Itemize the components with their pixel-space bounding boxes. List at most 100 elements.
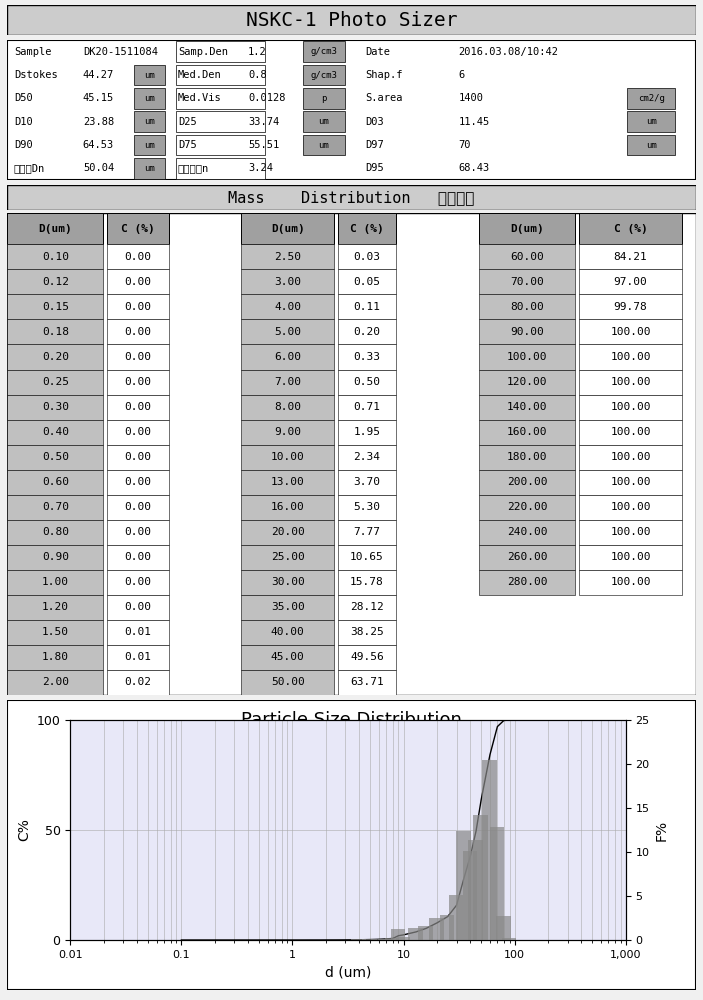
Text: 25.00: 25.00 (271, 552, 304, 562)
FancyBboxPatch shape (134, 111, 165, 132)
FancyBboxPatch shape (337, 470, 396, 495)
FancyBboxPatch shape (107, 620, 169, 645)
Text: 180.00: 180.00 (507, 452, 548, 462)
FancyBboxPatch shape (579, 319, 682, 344)
Text: D25: D25 (178, 117, 197, 127)
FancyBboxPatch shape (7, 595, 103, 620)
Text: Particle Size Distribution: Particle Size Distribution (241, 711, 462, 729)
Text: 100.00: 100.00 (610, 377, 651, 387)
FancyBboxPatch shape (241, 570, 335, 595)
Text: 0.40: 0.40 (41, 427, 69, 437)
Text: 0.01: 0.01 (124, 627, 151, 637)
FancyBboxPatch shape (241, 470, 335, 495)
Text: 3.00: 3.00 (274, 277, 302, 287)
FancyBboxPatch shape (134, 135, 165, 155)
Text: 0.80: 0.80 (41, 527, 69, 537)
FancyBboxPatch shape (7, 420, 103, 445)
FancyBboxPatch shape (7, 700, 696, 990)
FancyBboxPatch shape (107, 395, 169, 420)
FancyBboxPatch shape (107, 520, 169, 545)
FancyBboxPatch shape (337, 294, 396, 319)
Text: 100.00: 100.00 (610, 452, 651, 462)
Text: D75: D75 (178, 140, 197, 150)
Text: 45.00: 45.00 (271, 652, 304, 662)
FancyBboxPatch shape (337, 244, 396, 269)
Text: 0.33: 0.33 (354, 352, 380, 362)
Text: 1.95: 1.95 (354, 427, 380, 437)
Text: 30.00: 30.00 (271, 577, 304, 587)
Text: NSKC-1 Photo Sizer: NSKC-1 Photo Sizer (246, 10, 457, 29)
Text: 1.50: 1.50 (41, 627, 69, 637)
FancyBboxPatch shape (107, 445, 169, 470)
FancyBboxPatch shape (479, 319, 575, 344)
Text: D95: D95 (366, 163, 384, 173)
Text: 0.18: 0.18 (41, 327, 69, 337)
FancyBboxPatch shape (7, 294, 103, 319)
Text: 70: 70 (458, 140, 471, 150)
FancyBboxPatch shape (579, 370, 682, 395)
Text: S.area: S.area (366, 93, 403, 103)
Text: 55.51: 55.51 (248, 140, 279, 150)
FancyBboxPatch shape (579, 420, 682, 445)
Text: 11.45: 11.45 (458, 117, 489, 127)
FancyBboxPatch shape (337, 620, 396, 645)
Text: 2016.03.08/10:42: 2016.03.08/10:42 (458, 47, 558, 57)
Text: 0.00: 0.00 (124, 452, 151, 462)
Text: g/cm3: g/cm3 (311, 47, 337, 56)
Bar (418, 926, 433, 940)
FancyBboxPatch shape (7, 213, 103, 244)
FancyBboxPatch shape (7, 620, 103, 645)
Text: 0.00: 0.00 (124, 577, 151, 587)
FancyBboxPatch shape (241, 545, 335, 570)
Text: 7.77: 7.77 (354, 527, 380, 537)
Bar (502, 938, 516, 940)
FancyBboxPatch shape (7, 269, 103, 294)
FancyBboxPatch shape (107, 420, 169, 445)
Text: 100.00: 100.00 (610, 327, 651, 337)
Bar (463, 851, 477, 940)
Bar (396, 937, 411, 940)
Text: um: um (318, 117, 329, 126)
Text: 0.71: 0.71 (354, 402, 380, 412)
FancyBboxPatch shape (7, 670, 103, 695)
FancyBboxPatch shape (7, 244, 103, 269)
Text: 5.00: 5.00 (274, 327, 302, 337)
FancyBboxPatch shape (337, 670, 396, 695)
Text: Med.Vis: Med.Vis (178, 93, 221, 103)
FancyBboxPatch shape (134, 158, 165, 179)
Text: 0.00: 0.00 (124, 502, 151, 512)
FancyBboxPatch shape (337, 269, 396, 294)
Text: 50.00: 50.00 (271, 677, 304, 687)
Text: DK20-1511084: DK20-1511084 (83, 47, 157, 57)
Text: 7.00: 7.00 (274, 377, 302, 387)
FancyBboxPatch shape (241, 445, 335, 470)
FancyBboxPatch shape (479, 495, 575, 520)
Text: 0.10: 0.10 (41, 252, 69, 262)
Text: 80.00: 80.00 (510, 302, 544, 312)
FancyBboxPatch shape (303, 135, 344, 155)
FancyBboxPatch shape (303, 41, 344, 62)
Text: 0.20: 0.20 (41, 352, 69, 362)
FancyBboxPatch shape (176, 135, 266, 155)
Text: 99.78: 99.78 (614, 302, 647, 312)
FancyBboxPatch shape (337, 319, 396, 344)
FancyBboxPatch shape (337, 495, 396, 520)
Text: g/cm3: g/cm3 (311, 70, 337, 80)
Bar (456, 831, 471, 940)
Text: 6: 6 (458, 70, 465, 80)
Text: 70.00: 70.00 (510, 277, 544, 287)
FancyBboxPatch shape (479, 545, 575, 570)
Text: 0.00: 0.00 (124, 377, 151, 387)
FancyBboxPatch shape (7, 445, 103, 470)
Text: 100.00: 100.00 (610, 427, 651, 437)
FancyBboxPatch shape (241, 213, 335, 244)
Text: 20.00: 20.00 (271, 527, 304, 537)
Text: 0.00: 0.00 (124, 427, 151, 437)
Text: 100.00: 100.00 (610, 477, 651, 487)
FancyBboxPatch shape (627, 111, 676, 132)
FancyBboxPatch shape (579, 545, 682, 570)
Text: Sample: Sample (14, 47, 51, 57)
Text: 3.70: 3.70 (354, 477, 380, 487)
Text: 220.00: 220.00 (507, 502, 548, 512)
Text: 13.00: 13.00 (271, 477, 304, 487)
